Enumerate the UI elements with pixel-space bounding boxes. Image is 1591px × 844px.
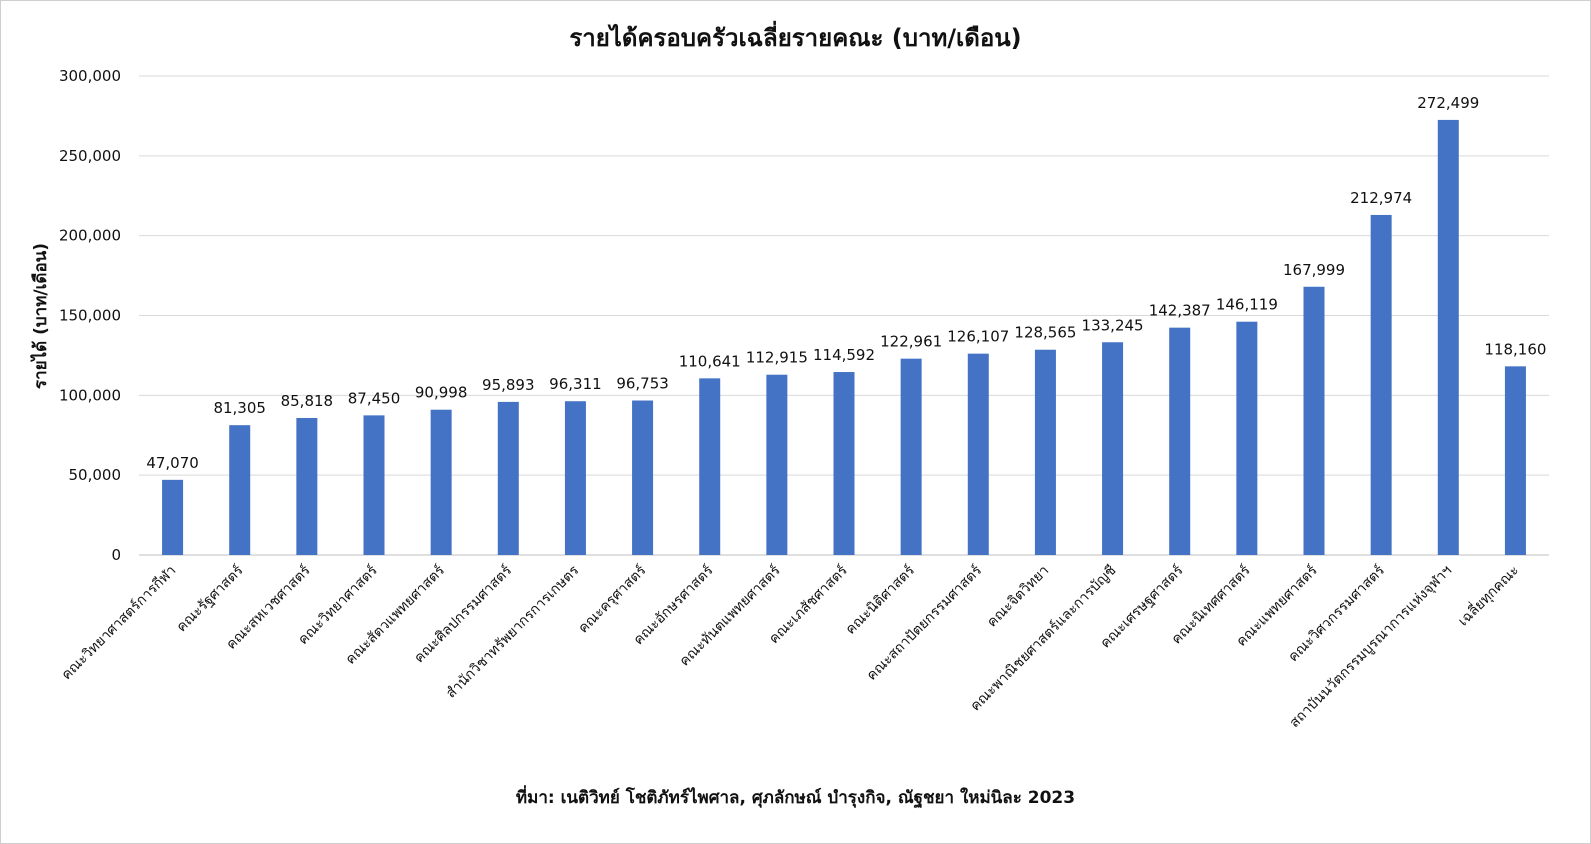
bar <box>1303 286 1325 555</box>
data-label: 90,998 <box>415 384 468 402</box>
bar <box>833 372 855 555</box>
data-label: 146,119 <box>1216 296 1278 314</box>
data-label: 128,565 <box>1014 324 1076 342</box>
y-tick-label: 300,000 <box>59 67 121 85</box>
data-label: 110,641 <box>679 352 741 370</box>
data-label: 142,387 <box>1149 302 1211 320</box>
bar <box>497 401 519 555</box>
data-label: 118,160 <box>1484 340 1546 358</box>
data-label: 87,450 <box>348 389 401 407</box>
data-label: 167,999 <box>1283 261 1345 279</box>
data-label: 272,499 <box>1417 94 1479 112</box>
bar <box>967 353 989 555</box>
data-label: 112,915 <box>746 349 808 367</box>
bar <box>296 417 318 555</box>
data-label: 126,107 <box>947 328 1009 346</box>
x-category-label: สำนักวิชาทรัพยากรการเกษตร <box>443 562 582 701</box>
bar <box>1169 327 1191 555</box>
x-category-label: เฉลี่ยทุกคณะ <box>1454 561 1522 629</box>
chart-title: รายได้ครอบครัวเฉลี่ยรายคณะ (บาท/เดือน) <box>569 24 1022 52</box>
y-tick-label: 250,000 <box>59 147 121 165</box>
x-category-label: คณะพาณิชยศาสตร์และการบัญชี <box>967 562 1120 715</box>
y-tick-label: 50,000 <box>69 466 122 484</box>
x-category-label: คณะนิติศาสตร์ <box>842 561 918 637</box>
data-label: 96,311 <box>549 375 602 393</box>
data-label: 122,961 <box>880 333 942 351</box>
x-category-label: คณะวิทยาศาสตร์การกีฬา <box>58 562 179 683</box>
data-label: 95,893 <box>482 376 535 394</box>
y-tick-label: 100,000 <box>59 386 121 404</box>
x-category-label: คณะครุศาสตร์ <box>575 561 650 636</box>
data-label: 85,818 <box>281 392 334 410</box>
x-category-label: คณะสถาปัตยกรรมศาสตร์ <box>863 561 985 683</box>
bar <box>1370 214 1392 555</box>
x-category-label: คณะรัฐศาสตร์ <box>173 561 247 635</box>
bar <box>1034 349 1056 555</box>
bar <box>430 409 452 555</box>
y-tick-label: 0 <box>111 546 121 564</box>
bar <box>229 425 251 555</box>
y-tick-label: 200,000 <box>59 227 121 245</box>
data-label: 96,753 <box>616 375 669 393</box>
y-tick-label: 150,000 <box>59 307 121 325</box>
bar <box>632 400 654 555</box>
bar <box>162 479 184 555</box>
bar <box>900 358 922 555</box>
data-label: 212,974 <box>1350 189 1412 207</box>
bar <box>1504 366 1526 555</box>
data-label: 81,305 <box>213 399 266 417</box>
data-label: 133,245 <box>1082 316 1144 334</box>
bar <box>1236 321 1258 555</box>
x-category-label: คณะจิตวิทยา <box>984 563 1052 631</box>
bar <box>363 415 385 555</box>
source-caption: ที่มา: เนติวิทย์ โชติภัทร์ไพศาล, ศุภลักษ… <box>515 788 1076 808</box>
y-axis-title: รายได้ (บาท/เดือน) <box>30 243 51 389</box>
data-label: 114,592 <box>813 346 875 364</box>
data-label: 47,070 <box>146 454 199 472</box>
bar <box>564 401 586 555</box>
bar <box>1102 342 1124 555</box>
bar <box>766 374 788 555</box>
bar <box>1437 119 1459 556</box>
bar <box>699 378 721 555</box>
